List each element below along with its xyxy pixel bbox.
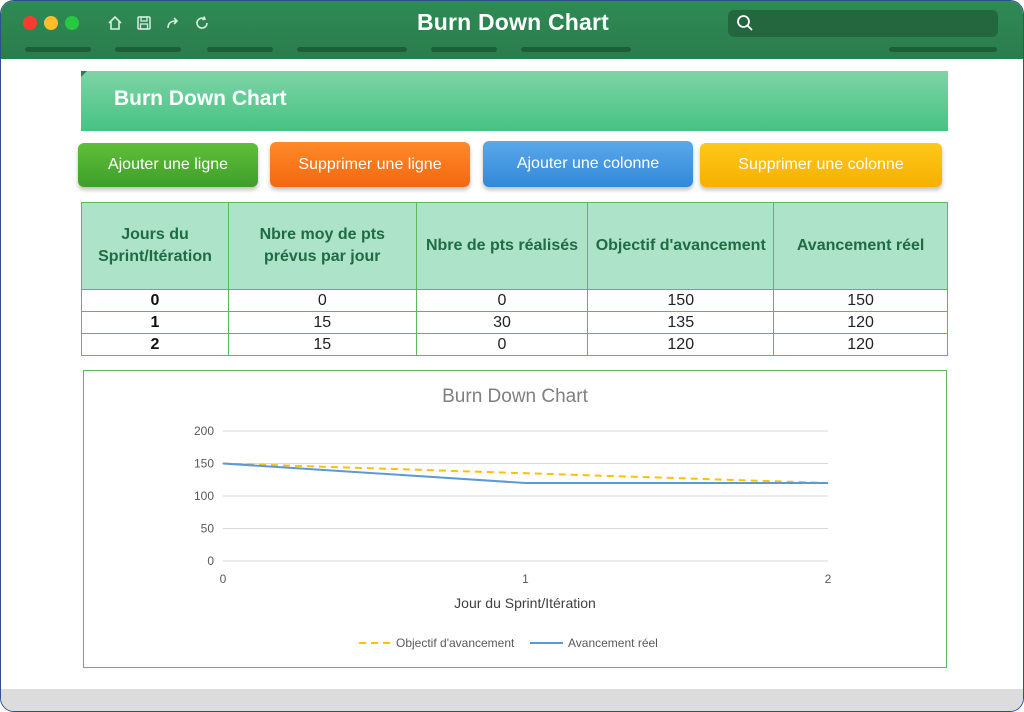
toolbar-menu-item[interactable] [521, 47, 631, 52]
table-cell[interactable]: 0 [81, 289, 229, 312]
legend-label: Objectif d'avancement [396, 636, 515, 650]
banner-corner-marker [81, 71, 87, 77]
chart-title: Burn Down Chart [442, 386, 588, 407]
table-cell[interactable]: 120 [587, 333, 775, 356]
table-cell[interactable]: 135 [587, 311, 775, 334]
table-cell[interactable]: 0 [415, 289, 589, 312]
page-title: Burn Down Chart [114, 87, 287, 110]
maximize-window-button[interactable] [65, 16, 79, 30]
toolbar-menu-item[interactable] [25, 47, 91, 52]
column-header-objective[interactable]: Objectif d'avancement [587, 202, 775, 290]
data-point-1 [827, 482, 829, 484]
table-cell[interactable]: 150 [587, 289, 775, 312]
x-tick-label: 1 [522, 572, 529, 586]
table-cell[interactable]: 2 [81, 333, 229, 356]
x-axis-label: Jour du Sprint/Itération [454, 595, 596, 611]
search-field[interactable] [728, 10, 998, 37]
table-cell[interactable]: 15 [227, 333, 417, 356]
toolbar-menu-item[interactable] [889, 47, 997, 52]
data-point-1 [525, 482, 526, 484]
table-cell[interactable]: 0 [227, 289, 417, 312]
share-icon[interactable] [163, 13, 183, 33]
minimize-window-button[interactable] [44, 16, 58, 30]
x-tick-label: 2 [825, 572, 832, 586]
search-icon [737, 15, 753, 31]
table-cell[interactable]: 120 [773, 311, 948, 334]
table-cell[interactable]: 1 [81, 311, 229, 334]
table-cell[interactable]: 0 [415, 333, 589, 356]
table-row: 1 15 30 135 120 [81, 311, 948, 334]
sprint-table: Jours du Sprint/Itération Nbre moy de pt… [81, 202, 948, 356]
add-column-button[interactable]: Ajouter une colonne [483, 141, 693, 187]
toolbar-menu-item[interactable] [431, 47, 497, 52]
title-bar: Burn Down Chart [1, 1, 1023, 59]
table-cell[interactable]: 150 [773, 289, 948, 312]
header-banner: Burn Down Chart [81, 71, 948, 131]
table-row: 2 15 0 120 120 [81, 333, 948, 356]
column-header-day[interactable]: Jours du Sprint/Itération [81, 202, 229, 290]
y-tick-label: 0 [207, 554, 214, 568]
home-icon[interactable] [105, 13, 125, 33]
toolbar-menu-item[interactable] [207, 47, 273, 52]
table-header-row: Jours du Sprint/Itération Nbre moy de pt… [81, 202, 948, 290]
toolbar-menu-item[interactable] [297, 47, 407, 52]
data-point-1 [222, 463, 224, 464]
add-row-button[interactable]: Ajouter une ligne [78, 143, 258, 187]
chart-canvas: Burn Down Chart 0 50 100 150 200 0 1 2 Jour du Sp… [194, 386, 832, 650]
save-icon[interactable] [134, 13, 154, 33]
y-tick-label: 50 [201, 522, 215, 536]
legend-label: Avancement réel [568, 636, 658, 650]
refresh-icon[interactable] [192, 13, 212, 33]
y-tick-label: 150 [194, 457, 214, 471]
y-tick-label: 200 [194, 424, 214, 438]
table-row: 0 0 0 150 150 [81, 289, 948, 312]
table-cell[interactable]: 15 [227, 311, 417, 334]
close-window-button[interactable] [23, 16, 37, 30]
column-header-planned-points[interactable]: Nbre moy de pts prévus par jour [227, 202, 417, 290]
x-tick-label: 0 [220, 572, 227, 586]
delete-column-button[interactable]: Supprimer une colonne [700, 143, 942, 187]
data-point-0 [525, 472, 526, 474]
table-cell[interactable]: 30 [415, 311, 589, 334]
y-tick-label: 100 [194, 489, 214, 503]
column-header-actual[interactable]: Avancement réel [773, 202, 948, 290]
toolbar-menu-item[interactable] [115, 47, 181, 52]
delete-row-button[interactable]: Supprimer une ligne [270, 142, 470, 187]
column-header-done-points[interactable]: Nbre de pts réalisés [415, 202, 589, 290]
window-title: Burn Down Chart [416, 9, 610, 35]
table-cell[interactable]: 120 [773, 333, 948, 356]
status-bar [1, 689, 1023, 711]
burndown-chart[interactable]: Burn Down Chart 0 50 100 150 200 0 1 2 Jour du Sp… [83, 370, 947, 668]
